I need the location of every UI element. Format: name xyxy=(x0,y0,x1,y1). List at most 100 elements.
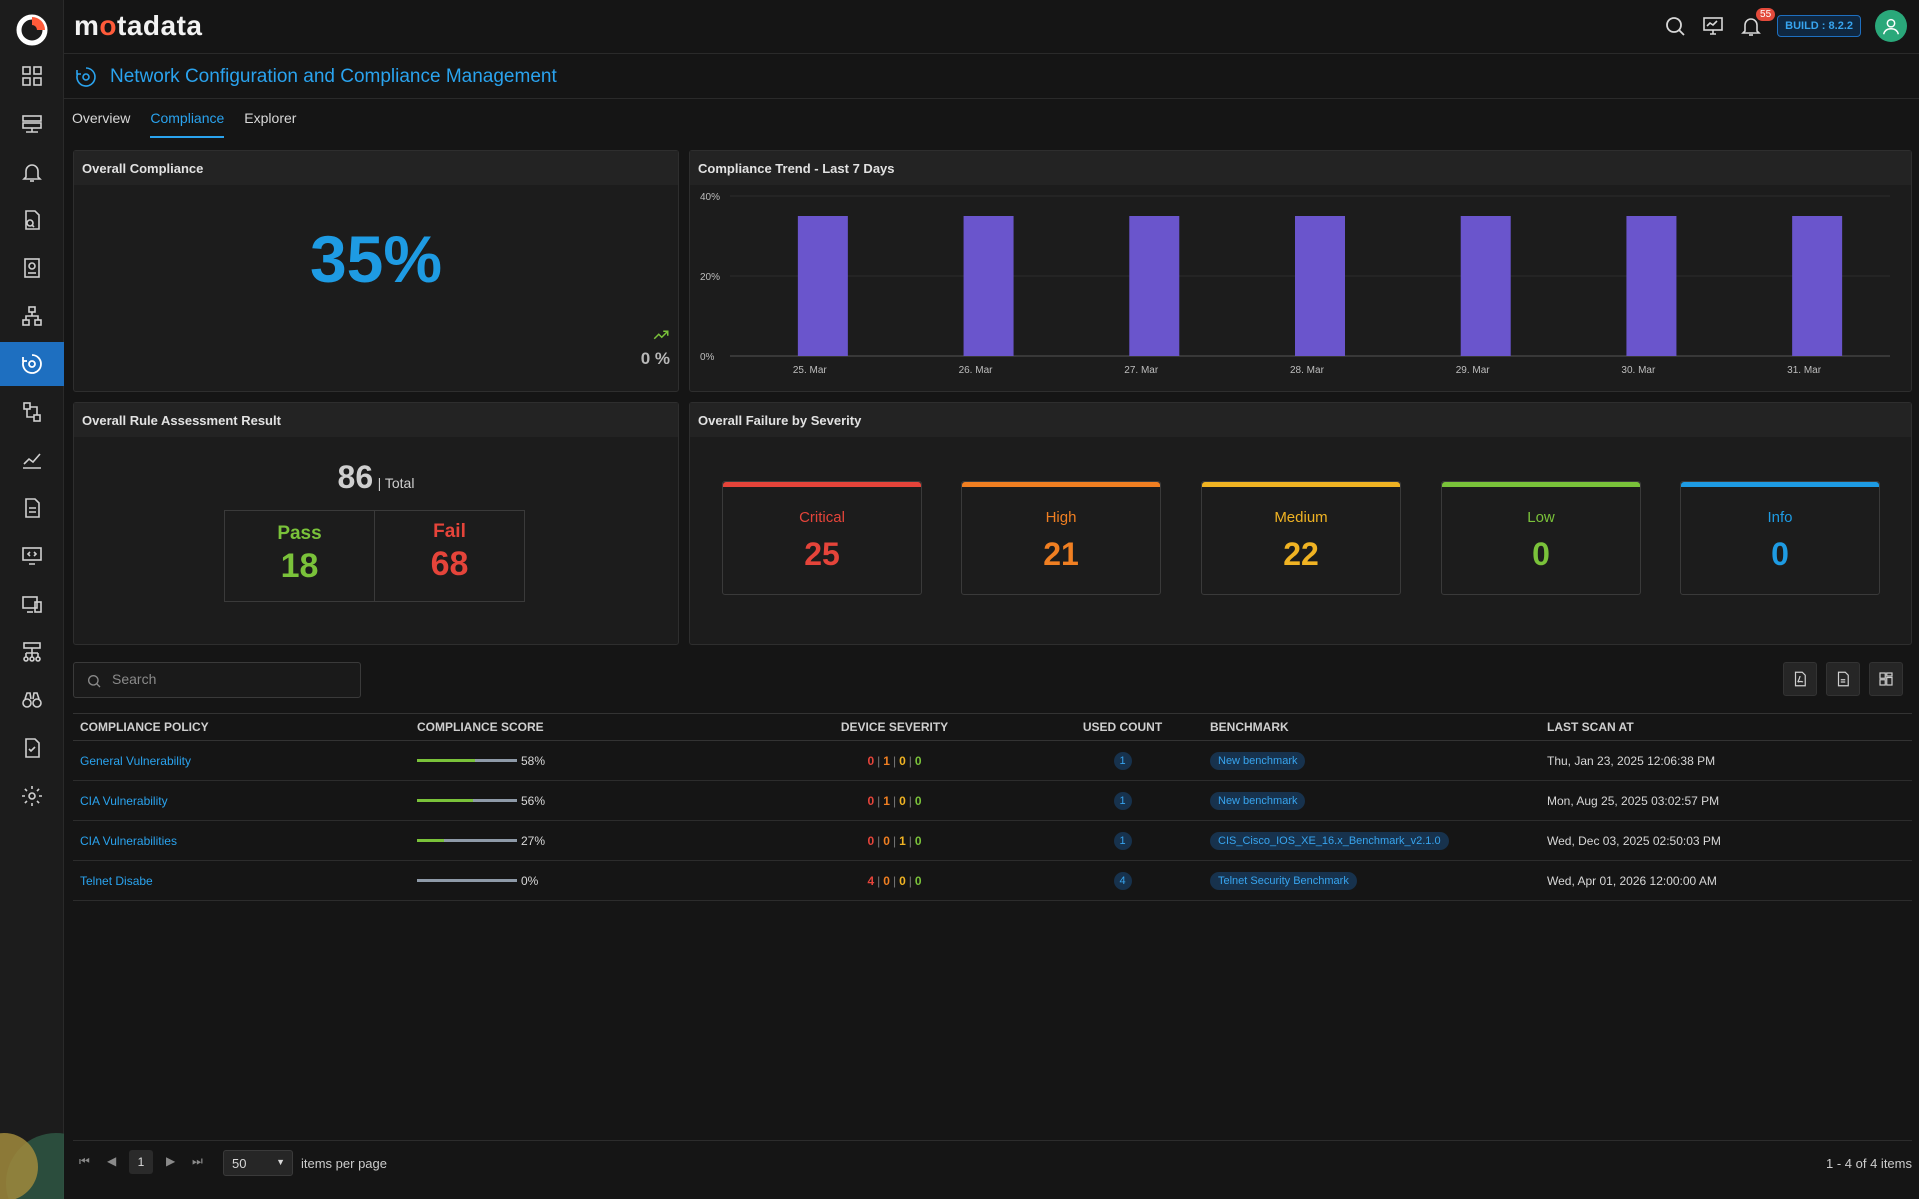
page-size-select[interactable]: 50 ▼ xyxy=(223,1150,293,1176)
next-page-button[interactable]: ▶ xyxy=(166,1154,176,1168)
sidebar-item-infrastructure[interactable] xyxy=(0,102,64,146)
severity-card-critical[interactable]: Critical 25 xyxy=(722,481,922,595)
severity-count: 0 xyxy=(914,873,922,888)
column-header-last-scan[interactable]: LAST SCAN AT xyxy=(1540,713,1912,741)
trend-bar[interactable] xyxy=(1295,216,1345,356)
sidebar-item-explorer[interactable] xyxy=(0,678,64,722)
severity-card-info[interactable]: Info 0 xyxy=(1680,481,1880,595)
sidebar-item-reports[interactable] xyxy=(0,246,64,290)
fail-cell[interactable]: Fail 68 xyxy=(374,511,524,601)
score-label: 0% xyxy=(521,873,539,888)
benchmark-badge[interactable]: CIS_Cisco_IOS_XE_16.x_Benchmark_v2.1.0 xyxy=(1210,831,1449,850)
column-header-score[interactable]: COMPLIANCE SCORE xyxy=(410,713,747,741)
search-icon[interactable] xyxy=(1663,14,1687,38)
notifications-button[interactable]: 55 xyxy=(1739,8,1776,38)
tab-compliance[interactable]: Compliance xyxy=(150,110,225,138)
trend-bar[interactable] xyxy=(1792,216,1843,356)
sidebar-item-topology[interactable] xyxy=(0,294,64,338)
used-count-badge[interactable]: 1 xyxy=(1113,791,1132,810)
compliance-score: 27% xyxy=(417,834,747,848)
app-logo-icon[interactable] xyxy=(14,12,50,48)
severity-card-high[interactable]: High 21 xyxy=(961,481,1161,595)
table-row[interactable]: Telnet Disabe 0% 4 | 0 | 0 | 0 4 Telnet Security B… xyxy=(73,860,1912,901)
sidebar-item-network[interactable] xyxy=(0,630,64,674)
sidebar-item-metrics[interactable] xyxy=(0,438,64,482)
current-page[interactable]: 1 xyxy=(129,1150,153,1174)
prev-page-button[interactable]: ◀ xyxy=(107,1154,117,1168)
severity-card-medium[interactable]: Medium 22 xyxy=(1201,481,1401,595)
grid-icon xyxy=(22,66,42,86)
severity-separator: | xyxy=(892,793,897,808)
search-input[interactable] xyxy=(112,671,342,687)
severity-count: 0 xyxy=(899,793,906,808)
table-row[interactable]: CIA Vulnerabilities 27% 0 | 0 | 1 | 0 1 CIS_Cisco_… xyxy=(73,820,1912,861)
flow-icon xyxy=(23,402,41,422)
trend-bar[interactable] xyxy=(797,216,848,356)
sidebar-item-compliance-audit[interactable] xyxy=(0,726,64,770)
severity-value: 21 xyxy=(1043,536,1079,572)
column-header-policy[interactable]: COMPLIANCE POLICY xyxy=(73,713,410,741)
trend-bar[interactable] xyxy=(1460,216,1511,356)
policy-link[interactable]: General Vulnerability xyxy=(80,753,191,768)
first-page-button[interactable]: ⏮ xyxy=(79,1154,90,1168)
last-scan: Thu, Jan 23, 2025 12:06:38 PM xyxy=(1540,740,1912,781)
sidebar-item-flow[interactable] xyxy=(0,390,64,434)
score-fill xyxy=(417,759,475,762)
monitor-icon[interactable] xyxy=(1701,14,1725,38)
sidebar-item-settings[interactable] xyxy=(0,774,64,818)
column-header-used-count[interactable]: USED COUNT xyxy=(1035,713,1203,741)
bell-icon xyxy=(1741,18,1762,36)
severity-count: 1 xyxy=(899,833,906,848)
column-header-severity[interactable]: DEVICE SEVERITY xyxy=(747,713,1035,741)
trend-bar[interactable] xyxy=(1129,216,1180,356)
file-search-icon xyxy=(25,210,40,230)
used-count-badge[interactable]: 4 xyxy=(1113,871,1132,890)
export-csv-button[interactable] xyxy=(1826,662,1860,696)
pass-cell[interactable]: Pass 18 xyxy=(225,511,374,601)
score-fill xyxy=(417,799,473,802)
sidebar-item-endpoints[interactable] xyxy=(0,582,64,626)
sidebar-item-alerts[interactable] xyxy=(0,150,64,194)
table-row[interactable]: General Vulnerability 58% 0 | 1 | 0 | 0 1 New benc… xyxy=(73,740,1912,781)
top-bar: motadata 55 BUILD : 8.2.2 xyxy=(64,0,1919,54)
policy-link[interactable]: Telnet Disabe xyxy=(80,873,153,888)
sidebar-item-dashboard[interactable] xyxy=(0,54,64,98)
tab-bar: Overview Compliance Explorer xyxy=(72,110,296,138)
sidebar-item-apm[interactable] xyxy=(0,534,64,578)
tab-overview[interactable]: Overview xyxy=(72,110,131,126)
brand-logo[interactable]: motadata xyxy=(74,10,203,41)
column-header-benchmark[interactable]: BENCHMARK xyxy=(1203,713,1540,741)
export-pdf-button[interactable] xyxy=(1783,662,1817,696)
score-bar xyxy=(417,879,517,882)
fail-value: 68 xyxy=(430,545,469,583)
grid-layout-icon xyxy=(1879,672,1893,686)
sidebar-item-logs[interactable] xyxy=(0,486,64,530)
avatar[interactable] xyxy=(1875,10,1907,42)
used-count-badge[interactable]: 1 xyxy=(1113,751,1132,770)
policy-link[interactable]: CIA Vulnerability xyxy=(80,793,168,808)
server-icon xyxy=(22,115,42,133)
table-row[interactable]: CIA Vulnerability 56% 0 | 1 | 0 | 0 1 New benchmar… xyxy=(73,780,1912,821)
severity-count: 0 xyxy=(883,873,890,888)
last-page-button[interactable]: ⏭ xyxy=(192,1154,203,1168)
fail-label: Fail xyxy=(433,521,466,542)
trend-bar[interactable] xyxy=(1626,216,1677,356)
tab-explorer[interactable]: Explorer xyxy=(244,110,297,126)
layout-toggle-button[interactable] xyxy=(1869,662,1903,696)
severity-card-low[interactable]: Low 0 xyxy=(1441,481,1641,595)
severity-bar xyxy=(1202,482,1400,487)
config-compliance-icon xyxy=(76,67,96,87)
sidebar-item-device-search[interactable] xyxy=(0,198,64,242)
trend-bar[interactable] xyxy=(963,216,1014,356)
table-header-row: COMPLIANCE POLICY COMPLIANCE SCORE DEVIC… xyxy=(73,713,1912,741)
severity-value: 25 xyxy=(804,536,840,572)
benchmark-badge[interactable]: Telnet Security Benchmark xyxy=(1210,871,1357,890)
rule-total-value: 86 xyxy=(337,459,374,495)
page-title: Network Configuration and Compliance Man… xyxy=(110,66,557,87)
benchmark-badge[interactable]: New benchmark xyxy=(1210,751,1306,770)
benchmark-badge[interactable]: New benchmark xyxy=(1210,791,1306,810)
severity-bar xyxy=(1681,482,1879,487)
sidebar-item-ncm[interactable] xyxy=(0,342,64,386)
used-count-badge[interactable]: 1 xyxy=(1113,831,1132,850)
policy-link[interactable]: CIA Vulnerabilities xyxy=(80,833,177,848)
